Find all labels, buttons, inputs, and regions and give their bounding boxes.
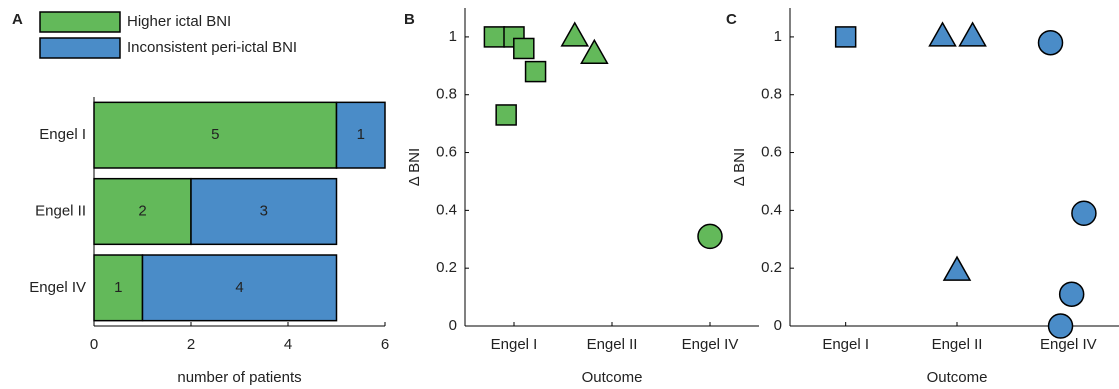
x-tick-label: 4 [284,336,292,353]
point [483,26,506,48]
legend-label: Inconsistent peri-ictal BNI [127,39,297,56]
bar-value-label: 1 [114,279,122,296]
x-tick-label: 0 [90,336,98,353]
y-axis-label: Δ BNI [406,148,423,186]
bar-value-label: 2 [138,202,146,219]
y-tick-label: 0.8 [436,86,457,103]
bar-segment [335,101,386,169]
point [560,21,590,47]
bar-value-label: 5 [211,126,219,143]
point [834,26,857,48]
point [495,104,517,126]
point [1047,313,1074,339]
y-tick-label: 0.2 [436,259,457,276]
bar-value-label: 1 [357,126,365,143]
y-tick-label: Engel II [35,202,86,219]
point [928,21,957,47]
y-tick-label: 0 [774,317,782,334]
y-tick-label: Engel I [39,126,86,143]
panel-label: B [404,11,415,28]
point [697,223,723,250]
x-tick-label: Engel I [491,336,538,353]
y-tick-label: 0.8 [761,86,782,103]
x-tick-label: Engel II [587,336,638,353]
panel-label: A [12,11,23,28]
x-tick-label: Engel IV [682,336,739,353]
point [958,21,987,47]
panel-label: C [726,11,737,28]
y-tick-label: 0.4 [761,201,782,218]
y-tick-label: 1 [449,28,457,45]
bar-segment [93,101,338,169]
bar-segment [93,254,144,322]
x-tick-label: Engel IV [1040,336,1097,353]
point [524,60,547,83]
point [580,38,609,65]
x-tick-label: Engel I [822,336,869,353]
point [942,255,972,281]
x-tick-label: 6 [381,336,389,353]
x-axis-label: Outcome [927,369,988,386]
point [1058,281,1085,307]
legend-label: Higher ictal BNI [127,13,231,30]
x-axis-label: number of patients [177,369,301,386]
y-tick-label: 1 [774,28,782,45]
y-tick-label: 0.6 [761,144,782,161]
y-tick-label: 0.2 [761,259,782,276]
bar-value-label: 4 [235,279,243,296]
bar-value-label: 3 [260,202,268,219]
legend-swatch [39,37,121,59]
point [1037,29,1064,56]
x-tick-label: 2 [187,336,195,353]
point [513,37,535,60]
bar-segment [141,254,338,322]
legend-swatch [39,11,121,33]
x-tick-label: Engel II [932,336,983,353]
y-tick-label: Engel IV [29,279,86,296]
y-tick-label: 0.4 [436,201,457,218]
y-tick-label: 0.6 [436,144,457,161]
point [1071,200,1097,227]
x-axis-label: Outcome [582,369,643,386]
y-tick-label: 0 [449,317,457,334]
bar-segment [190,177,338,246]
y-axis-label: Δ BNI [731,148,748,186]
